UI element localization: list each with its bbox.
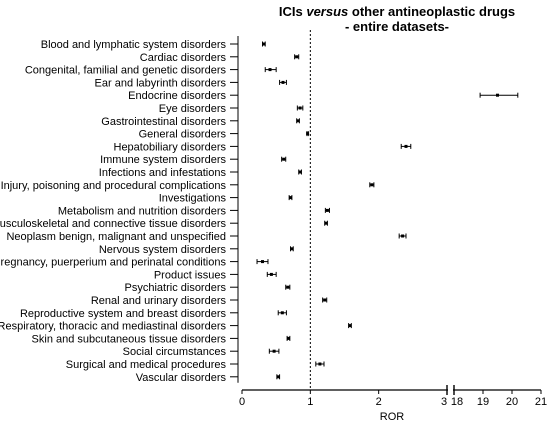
ror-point	[295, 55, 299, 59]
ror-point	[323, 298, 327, 302]
chart-title-prefix: ICIs	[279, 4, 306, 19]
category-label: General disorders	[139, 129, 227, 141]
category-label: Infections and infestations	[99, 167, 227, 179]
category-label: Immune system disorders	[100, 154, 226, 166]
category-label: Social circumstances	[123, 346, 227, 358]
category-label: Endocrine disorders	[128, 90, 226, 102]
category-label: Nervous system disorders	[99, 244, 227, 256]
category-label: Psychiatric disorders	[125, 282, 227, 294]
ror-point	[324, 221, 328, 225]
x-tick-label: 1	[307, 396, 313, 408]
x-tick-label: 20	[506, 396, 518, 408]
category-label: Metabolism and nutrition disorders	[58, 205, 227, 217]
ror-point	[269, 272, 273, 276]
category-label: Respiratory, thoracic and mediastinal di…	[0, 321, 226, 333]
x-axis-label: ROR	[380, 411, 405, 423]
ror-point	[268, 68, 272, 72]
ror-point	[280, 311, 284, 315]
ror-point	[401, 234, 405, 238]
category-label: Blood and lymphatic system disorders	[41, 39, 227, 51]
x-tick-label: 3	[441, 396, 447, 408]
ror-point	[281, 80, 285, 84]
ror-point	[298, 170, 302, 174]
x-tick-label: 19	[477, 396, 489, 408]
ror-point	[282, 157, 286, 161]
category-label: Neoplasm benign, malignant and unspecifi…	[6, 231, 226, 243]
x-tick-label: 2	[376, 396, 382, 408]
x-tick-label: 0	[239, 396, 245, 408]
ror-point	[290, 247, 294, 251]
ror-point	[286, 336, 290, 340]
category-label: Product issues	[154, 269, 227, 281]
ror-point	[261, 260, 264, 264]
ror-point	[296, 119, 300, 123]
x-tick-label: 21	[535, 396, 547, 408]
category-label: Vascular disorders	[136, 372, 227, 384]
ror-point	[318, 362, 322, 366]
category-label: Investigations	[159, 193, 227, 205]
category-label: Eye disorders	[159, 103, 227, 115]
ror-point	[289, 196, 293, 200]
category-label: Musculoskeletal and connective tissue di…	[0, 218, 226, 230]
category-label: Pregnancy, puerperium and perinatal cond…	[0, 257, 226, 269]
chart-subtitle: - entire datasets-	[345, 19, 449, 34]
ror-point	[348, 324, 352, 328]
ror-point	[272, 349, 276, 353]
ror-point	[298, 106, 302, 110]
ror-point	[286, 285, 290, 289]
category-label: Gastrointestinal disorders	[101, 116, 226, 128]
category-label: Injury, poisoning and procedural complic…	[1, 180, 227, 192]
category-label: Hepatobiliary disorders	[114, 141, 227, 153]
ror-point	[496, 93, 499, 97]
ror-point	[262, 42, 266, 46]
chart-title-suffix: other antineoplastic drugs	[348, 4, 515, 19]
category-label: Renal and urinary disorders	[91, 295, 227, 307]
x-tick-label: 18	[451, 396, 463, 408]
chart-title-emphasis: versus	[306, 4, 348, 19]
plot-area: 0 1 2 3 18 19 20 21 Blood and lymphatic system d…	[0, 30, 547, 408]
ror-point	[306, 132, 310, 136]
category-label: Congenital, familial and genetic disorde…	[25, 65, 227, 77]
category-label: Reproductive system and breast disorders	[20, 308, 227, 320]
category-label: Skin and subcutaneous tissue disorders	[32, 333, 227, 345]
category-label: Ear and labyrinth disorders	[95, 77, 227, 89]
ror-point	[325, 208, 329, 212]
ror-point	[276, 375, 280, 379]
category-label: Cardiac disorders	[140, 52, 227, 64]
chart-title: ICIs versus other antineoplastic drugs	[279, 4, 515, 19]
ror-point	[370, 183, 374, 187]
category-label: Surgical and medical procedures	[66, 359, 227, 371]
ror-point	[404, 144, 408, 148]
